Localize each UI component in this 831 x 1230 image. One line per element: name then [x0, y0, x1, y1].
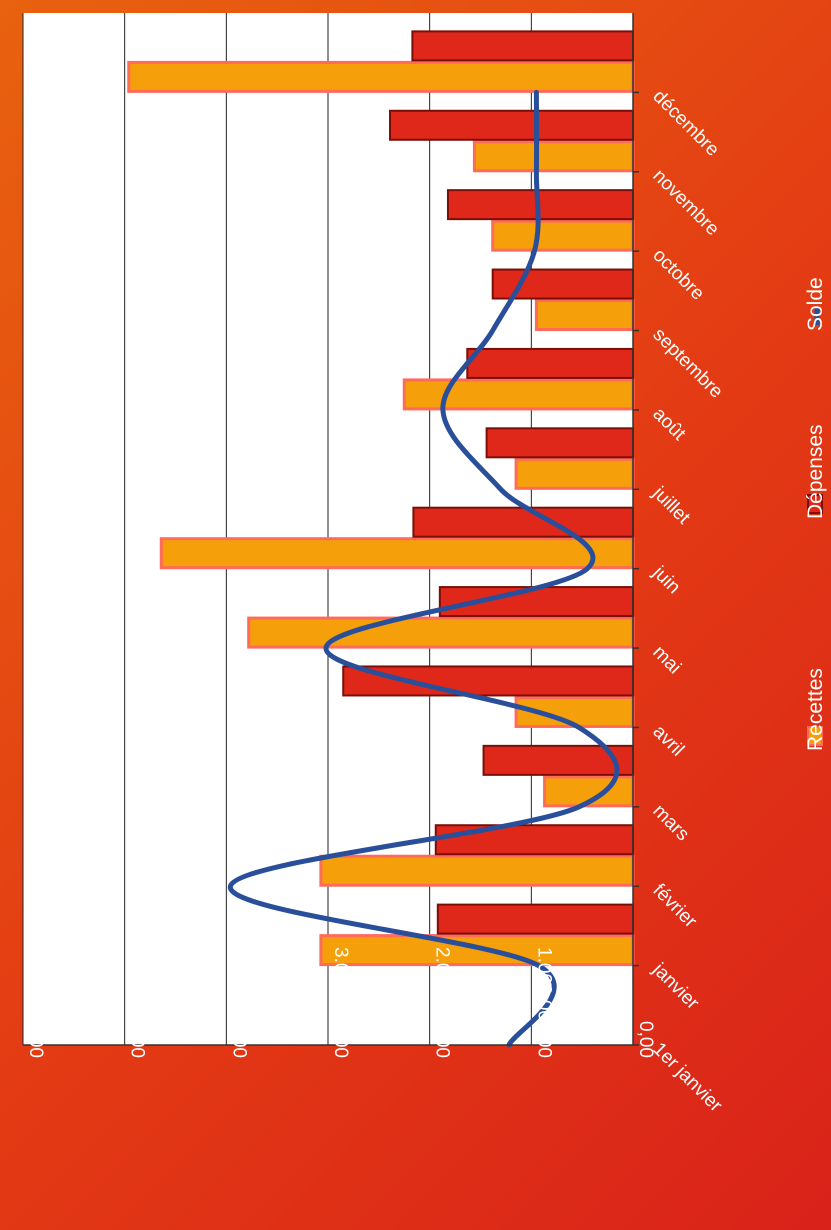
bars — [127, 30, 635, 967]
value-tick-label: 1.000.000,00 — [533, 947, 554, 1058]
legend-item: Recettes — [804, 668, 827, 751]
legend-item: Dépenses — [804, 424, 827, 519]
legend: Recettes Dépenses Solde — [804, 277, 827, 751]
category-tick-label: mai — [648, 642, 685, 679]
category-tick-label: 1er janvier — [648, 1039, 726, 1117]
recettes-bar — [514, 457, 635, 490]
depenses-bar — [411, 30, 634, 62]
category-tick-label: mars — [648, 801, 693, 846]
category-tick-label: juillet — [648, 482, 695, 529]
depenses-bar — [485, 427, 634, 459]
recettes-bar — [319, 934, 635, 967]
value-tick-label: 3.000.000,00 — [330, 947, 351, 1058]
value-tick-label: 6.000.000,00 — [25, 947, 46, 1058]
category-tick-label: août — [648, 404, 690, 446]
depenses-bar — [389, 109, 634, 141]
recettes-bar — [159, 537, 635, 570]
category-tick-label: octobre — [648, 245, 708, 305]
legend-item: Solde — [804, 277, 827, 331]
depenses-bar — [436, 903, 634, 935]
solde-line-layer — [227, 89, 620, 1048]
recettes-bar — [491, 219, 635, 252]
category-tick-label: novembre — [648, 165, 723, 240]
depenses-bar — [342, 665, 634, 697]
value-tick-label: 5.000.000,00 — [127, 947, 148, 1058]
category-tick-label: février — [648, 880, 701, 933]
depenses-bar — [412, 506, 634, 538]
value-tick-label: 4.000.000,00 — [228, 947, 249, 1058]
legend-label: Solde — [804, 277, 827, 331]
category-tick-label: avril — [648, 721, 687, 760]
legend-label: Dépenses — [804, 424, 827, 519]
category-tick-label: décembre — [648, 86, 723, 161]
solde-line — [227, 89, 620, 1048]
value-tick-label: 0,00 — [635, 1021, 656, 1058]
recettes-bar — [319, 854, 635, 887]
depenses-bar — [466, 347, 634, 379]
recettes-bar — [534, 299, 635, 332]
legend-swatch — [807, 494, 823, 514]
recettes-bar — [402, 378, 635, 411]
depenses-bar — [434, 824, 634, 856]
recettes-bar — [472, 140, 635, 173]
category-tick-label: janvier — [648, 959, 704, 1015]
recettes-bar — [247, 616, 635, 649]
legend-swatch — [807, 726, 823, 746]
recettes-bar — [127, 60, 635, 93]
legend-label: Recettes — [804, 668, 827, 751]
category-tick-label: septembre — [648, 324, 726, 402]
axes — [23, 13, 639, 1046]
category-tick-label: juin — [648, 562, 684, 598]
value-tick-label: 2.000.000,00 — [432, 947, 453, 1058]
